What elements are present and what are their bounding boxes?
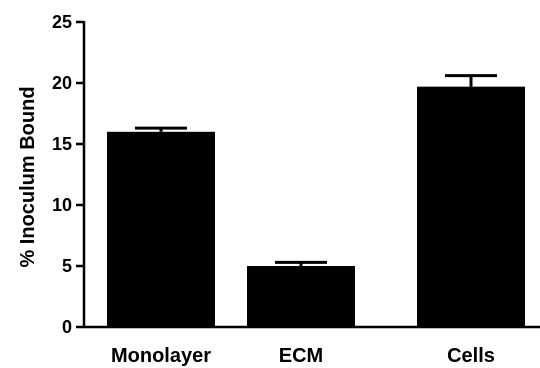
- bar: [107, 131, 215, 327]
- y-tick-label: 25: [52, 12, 72, 32]
- bar: [417, 86, 525, 327]
- y-tick-label: 10: [52, 195, 72, 215]
- y-axis: 0 5 10 15 20 25: [52, 12, 86, 337]
- error-bars: [135, 74, 497, 266]
- category-label: Monolayer: [111, 345, 211, 367]
- y-axis-title: % Inoculum Bound: [17, 86, 39, 267]
- bar: [247, 266, 355, 327]
- category-label: Cells: [447, 345, 495, 367]
- y-tick-label: 0: [62, 317, 72, 337]
- y-tick-label: 20: [52, 73, 72, 93]
- bars: [107, 86, 525, 327]
- category-label: ECM: [279, 345, 323, 367]
- y-tick-label: 15: [52, 134, 72, 154]
- x-axis: Monolayer ECM Cells: [83, 325, 540, 367]
- y-tick-label: 5: [62, 256, 72, 276]
